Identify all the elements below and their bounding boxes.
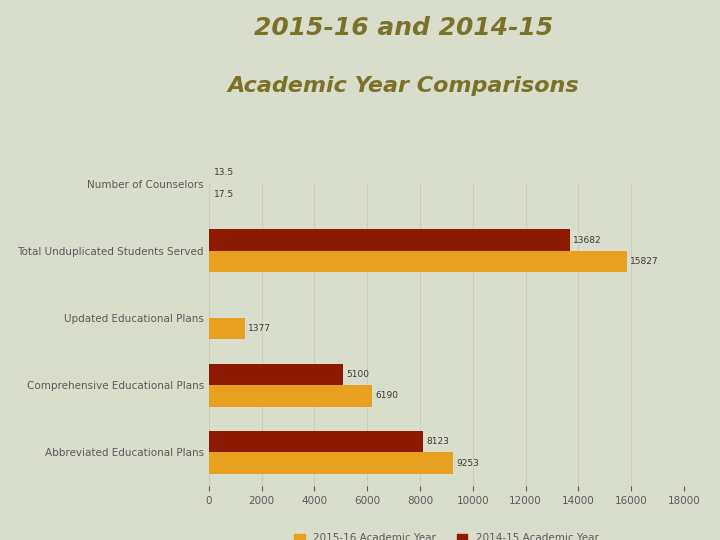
Text: 13.5: 13.5 — [214, 168, 234, 177]
Bar — [209, 230, 570, 251]
Bar — [209, 431, 423, 453]
Bar — [209, 251, 626, 272]
Bar — [209, 363, 343, 385]
Bar — [209, 385, 372, 407]
Text: 9253: 9253 — [456, 458, 479, 468]
Text: 13682: 13682 — [573, 235, 602, 245]
Text: 2015-16 and 2014-15: 2015-16 and 2014-15 — [253, 16, 553, 40]
Text: Academic Year Comparisons: Academic Year Comparisons — [228, 76, 579, 96]
Text: 8123: 8123 — [426, 437, 449, 446]
Bar — [209, 453, 453, 474]
Legend: 2015-16 Academic Year, 2014-15 Academic Year: 2015-16 Academic Year, 2014-15 Academic … — [290, 529, 603, 540]
Text: 15827: 15827 — [630, 257, 658, 266]
Text: 6190: 6190 — [375, 392, 398, 400]
Bar — [209, 318, 245, 340]
Text: 1377: 1377 — [248, 324, 271, 333]
Text: 5100: 5100 — [346, 370, 369, 379]
Text: 17.5: 17.5 — [214, 190, 234, 199]
